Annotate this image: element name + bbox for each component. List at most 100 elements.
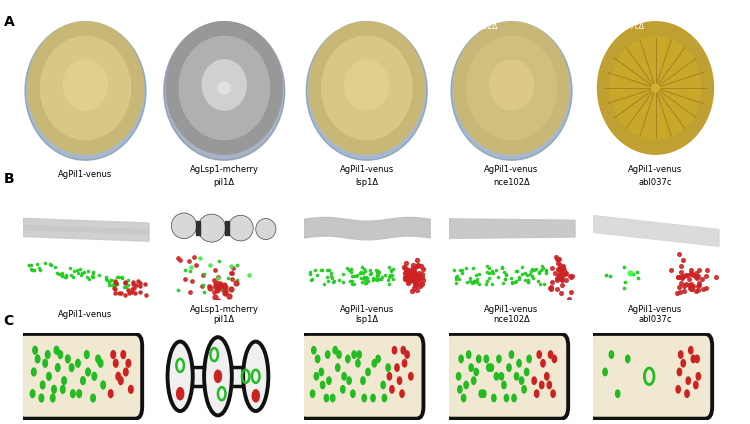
Circle shape — [522, 386, 526, 393]
Point — [464, 275, 476, 282]
Point — [557, 263, 569, 270]
Point — [210, 280, 222, 287]
Point — [184, 268, 196, 275]
Point — [400, 274, 412, 281]
Circle shape — [326, 351, 330, 358]
Point — [374, 275, 386, 282]
Point — [509, 278, 520, 285]
Point — [470, 271, 482, 278]
Point — [128, 289, 140, 296]
Point — [549, 269, 561, 276]
Circle shape — [62, 377, 66, 385]
Point — [678, 287, 690, 294]
Point — [560, 271, 572, 277]
Circle shape — [535, 390, 538, 397]
Point — [560, 276, 572, 283]
Point — [386, 276, 398, 282]
Point — [386, 272, 398, 279]
Point — [400, 265, 412, 272]
Point — [134, 280, 146, 287]
Point — [552, 259, 564, 266]
Point — [545, 286, 557, 293]
Point — [404, 268, 416, 275]
Point — [112, 281, 124, 287]
Circle shape — [43, 360, 47, 367]
Ellipse shape — [466, 36, 556, 139]
Point — [448, 267, 460, 274]
Point — [490, 267, 502, 274]
Circle shape — [551, 390, 555, 397]
Circle shape — [520, 377, 524, 384]
Point — [225, 263, 237, 270]
Circle shape — [118, 377, 123, 385]
Point — [685, 284, 697, 291]
Point — [376, 273, 388, 280]
Point — [557, 266, 569, 273]
Point — [486, 269, 498, 276]
Circle shape — [372, 360, 376, 367]
Point — [119, 292, 131, 298]
Circle shape — [616, 390, 620, 397]
Point — [404, 272, 416, 279]
Point — [546, 279, 558, 285]
Point — [410, 275, 422, 282]
Point — [198, 288, 210, 295]
Point — [710, 273, 722, 280]
Point — [687, 272, 699, 279]
Text: AgPil1-venus: AgPil1-venus — [484, 305, 538, 314]
Point — [370, 268, 382, 275]
Circle shape — [537, 351, 542, 358]
Point — [337, 279, 349, 285]
Point — [315, 266, 327, 273]
Circle shape — [316, 355, 320, 363]
Point — [460, 279, 472, 285]
Point — [358, 274, 370, 281]
Point — [211, 286, 223, 293]
Point — [205, 262, 217, 269]
Circle shape — [52, 385, 56, 393]
Point — [325, 273, 337, 280]
Ellipse shape — [652, 84, 659, 92]
Point — [385, 273, 397, 279]
Point — [519, 277, 531, 284]
Point — [675, 279, 687, 286]
Point — [550, 254, 562, 260]
Point — [110, 280, 122, 287]
Point — [226, 264, 238, 271]
Point — [178, 266, 190, 273]
Point — [124, 290, 136, 296]
Circle shape — [56, 364, 60, 371]
Point — [627, 271, 639, 277]
Point — [387, 265, 399, 272]
Circle shape — [32, 368, 36, 376]
Circle shape — [676, 386, 680, 393]
Point — [500, 271, 512, 278]
Point — [217, 286, 229, 293]
Point — [119, 279, 131, 285]
Ellipse shape — [490, 60, 533, 110]
Ellipse shape — [164, 22, 285, 160]
Point — [554, 272, 566, 279]
Point — [600, 271, 612, 278]
Point — [25, 261, 37, 268]
Circle shape — [361, 377, 365, 384]
Ellipse shape — [306, 22, 428, 160]
Point — [196, 271, 208, 278]
Circle shape — [692, 355, 695, 363]
Point — [358, 265, 370, 272]
Point — [179, 276, 191, 283]
Point — [467, 279, 479, 285]
Circle shape — [382, 394, 386, 402]
Point — [683, 275, 695, 282]
Point — [553, 256, 565, 262]
Circle shape — [539, 381, 544, 389]
Point — [56, 272, 68, 279]
Point — [23, 262, 35, 268]
Point — [28, 266, 40, 273]
Point — [203, 282, 215, 289]
Point — [565, 273, 577, 280]
Circle shape — [466, 351, 471, 358]
Point — [413, 272, 424, 279]
Circle shape — [76, 360, 80, 367]
Point — [468, 279, 480, 285]
